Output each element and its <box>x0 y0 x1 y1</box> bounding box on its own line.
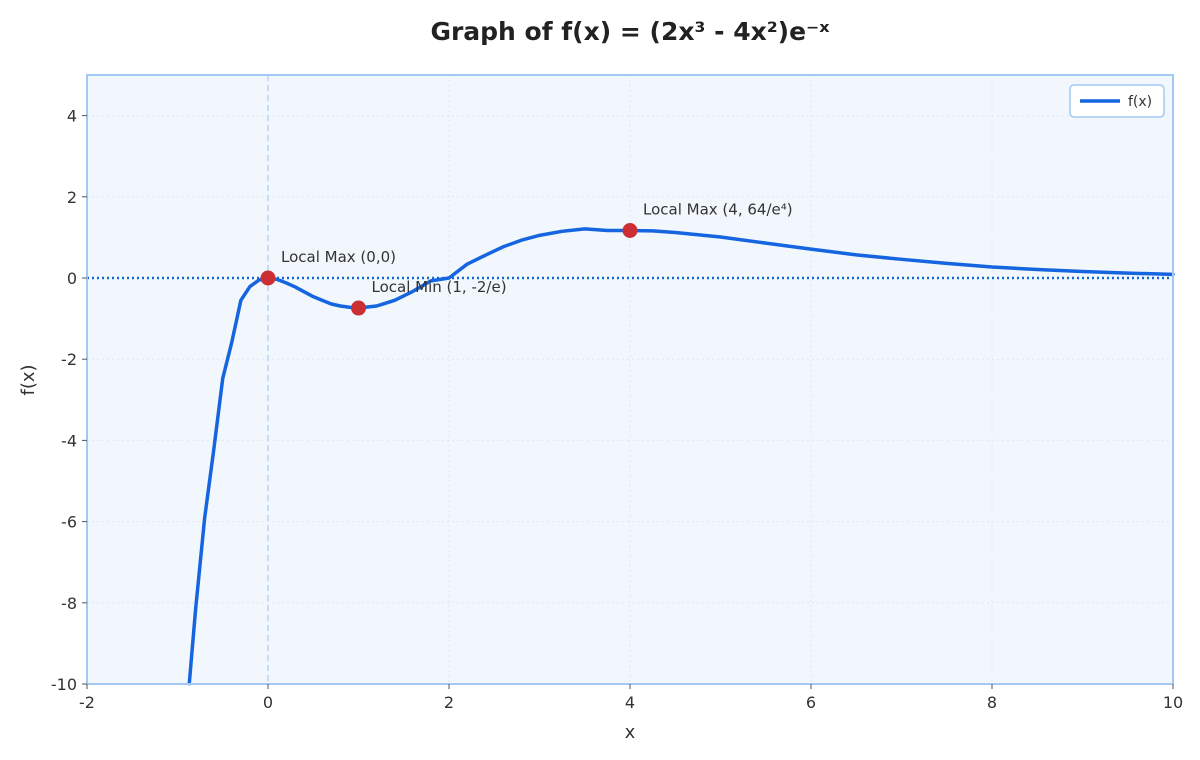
x-tick-label: -2 <box>79 693 95 712</box>
critical-point-2 <box>622 222 638 238</box>
x-axis-ticks: -2 0 2 4 6 8 10 <box>79 684 1183 712</box>
y-tick-label: 0 <box>67 269 77 288</box>
y-tick-label: -4 <box>61 431 77 450</box>
x-tick-label: 8 <box>987 693 997 712</box>
point-label-2: Local Max (4, 64/e⁴) <box>643 200 793 218</box>
x-tick-label: 0 <box>263 693 273 712</box>
y-tick-label: -8 <box>61 594 77 613</box>
x-tick-label: 6 <box>806 693 816 712</box>
chart-title: Graph of f(x) = (2x³ - 4x²)e⁻ˣ <box>430 17 830 46</box>
y-tick-label: 4 <box>67 107 77 126</box>
x-tick-label: 2 <box>444 693 454 712</box>
series-layer <box>187 227 1175 686</box>
point-label-0: Local Max (0,0) <box>281 248 396 266</box>
critical-point-0 <box>260 270 276 286</box>
y-tick-label: -10 <box>51 675 77 694</box>
point-label-1: Local Min (1, -2/e) <box>372 278 507 296</box>
x-tick-label: 10 <box>1163 693 1183 712</box>
series-line-0 <box>187 227 1175 686</box>
critical-point-1 <box>351 300 366 316</box>
legend-label: f(x) <box>1128 94 1152 110</box>
x-tick-label: 4 <box>625 693 635 712</box>
y-tick-label: 2 <box>67 188 77 207</box>
y-axis-ticks: -10 -8 -6 -4 -2 0 2 4 <box>51 107 87 694</box>
legend: f(x) <box>1069 84 1165 118</box>
points-layer: Local Max (0,0) Local Min (1, -2/e) Local … <box>260 200 793 316</box>
x-axis-label: x <box>625 722 636 743</box>
y-tick-label: -2 <box>61 350 77 369</box>
y-axis-label: f(x) <box>18 364 39 395</box>
y-tick-label: -6 <box>61 513 77 532</box>
